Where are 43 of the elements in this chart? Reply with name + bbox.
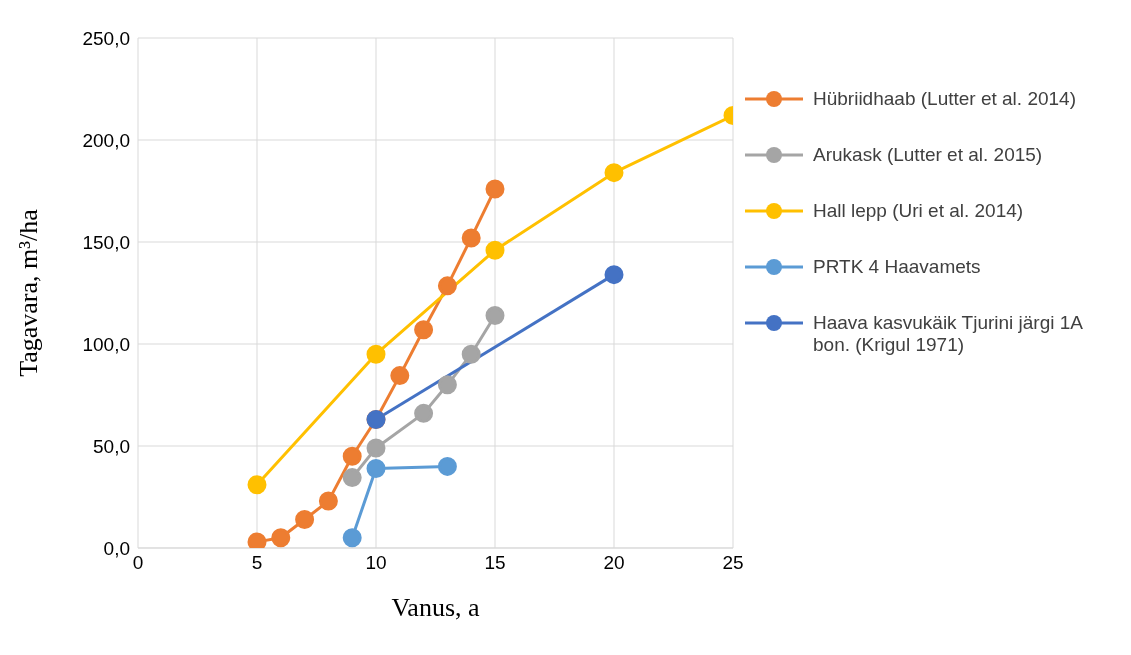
legend-label: PRTK 4 Haavamets xyxy=(813,256,982,278)
y-axis-title: Tagavara, m³/ha xyxy=(14,208,44,377)
y-tick-label: 250,0 xyxy=(82,27,130,49)
point xyxy=(604,265,624,285)
x-tick-label: 15 xyxy=(484,552,506,574)
point xyxy=(366,438,386,458)
point xyxy=(604,163,624,183)
point xyxy=(485,305,505,325)
legend-label: Arukask (Lutter et al. 2015) xyxy=(813,144,1044,166)
y-tick-label: 200,0 xyxy=(82,129,130,151)
point xyxy=(366,344,386,364)
point xyxy=(342,468,362,488)
y-tick-label: 100,0 xyxy=(82,333,130,355)
x-axis-title: Vanus, a xyxy=(391,593,481,622)
x-tick-label: 10 xyxy=(365,552,387,574)
point xyxy=(414,320,434,340)
x-tick-label: 25 xyxy=(722,552,744,574)
point xyxy=(414,403,434,423)
x-tick-label: 20 xyxy=(603,552,625,574)
point xyxy=(271,528,291,548)
point xyxy=(247,475,267,495)
point xyxy=(437,375,457,395)
legend-label: Hübriidhaab (Lutter et al. 2014) xyxy=(813,88,1077,110)
point xyxy=(342,528,362,548)
point xyxy=(318,491,338,511)
point xyxy=(461,228,481,248)
x-tick-label: 5 xyxy=(251,552,263,574)
point xyxy=(437,456,457,476)
x-tick-label: 0 xyxy=(132,552,144,574)
legend-label: Haava kasvukäik Tjurini järgi 1A bon. (Krigul 1971) xyxy=(813,312,1084,356)
point xyxy=(485,179,505,199)
y-tick-label: 150,0 xyxy=(82,231,130,253)
point xyxy=(390,366,410,386)
point xyxy=(461,344,481,364)
y-tick-label: 0,0 xyxy=(103,537,130,559)
point xyxy=(485,240,505,260)
legend-label: Hall lepp (Uri et al. 2014) xyxy=(813,200,1025,222)
point xyxy=(437,276,457,296)
point xyxy=(366,458,386,478)
point xyxy=(295,509,315,529)
point xyxy=(342,446,362,466)
point xyxy=(247,532,267,548)
y-tick-label: 50,0 xyxy=(93,435,130,457)
